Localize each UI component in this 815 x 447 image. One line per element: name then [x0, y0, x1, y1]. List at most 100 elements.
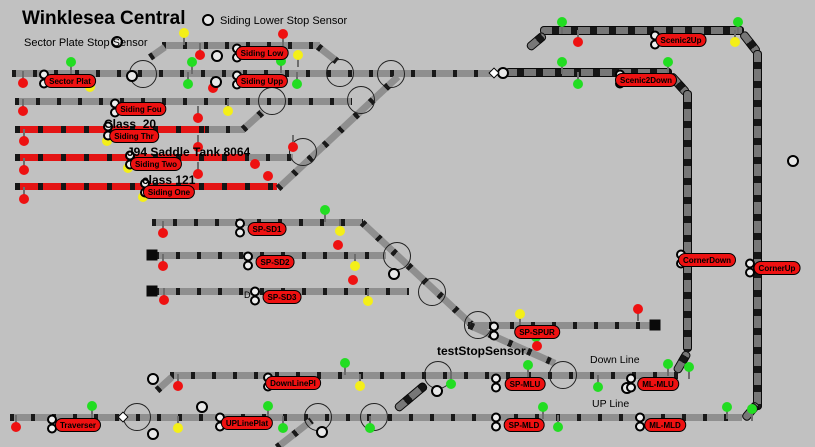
signal-yellow[interactable] [223, 106, 233, 116]
signal-red[interactable] [193, 113, 203, 123]
signal-red[interactable] [250, 159, 260, 169]
stop-sensor-icon[interactable] [211, 50, 223, 62]
signal-red[interactable] [633, 304, 643, 314]
signal-green[interactable] [747, 404, 757, 414]
track-segment-scenic2up[interactable] [540, 25, 744, 35]
signal-red[interactable] [532, 341, 542, 351]
signal-green[interactable] [523, 360, 533, 370]
uncoupler-icon[interactable] [626, 373, 636, 393]
uncoupler-icon[interactable] [491, 412, 501, 432]
signal-green[interactable] [593, 382, 603, 392]
signal-green[interactable] [365, 423, 375, 433]
turnout-circle[interactable] [377, 60, 405, 88]
block-label-siding-one[interactable]: Siding One [142, 185, 196, 199]
signal-red[interactable] [288, 142, 298, 152]
signal-yellow[interactable] [350, 261, 360, 271]
track-segment-scenic2down[interactable] [505, 67, 672, 77]
signal-green[interactable] [557, 17, 567, 27]
block-label-sp-mld[interactable]: SP-MLD [503, 418, 545, 432]
signal-yellow[interactable] [293, 50, 303, 60]
stop-sensor-icon[interactable] [316, 426, 328, 438]
stop-sensor-icon[interactable] [147, 373, 159, 385]
signal-red[interactable] [19, 136, 29, 146]
signal-red[interactable] [208, 83, 218, 93]
track-segment-corner-up-vertical[interactable] [752, 50, 762, 410]
uncoupler-icon[interactable] [243, 251, 253, 271]
track-segment-sp-sd1-diagonal[interactable] [359, 219, 476, 329]
signal-red[interactable] [348, 275, 358, 285]
block-label-sp-sd1[interactable]: SP-SD1 [247, 222, 287, 236]
signal-yellow[interactable] [173, 423, 183, 433]
stop-sensor-icon[interactable] [388, 268, 400, 280]
block-label-siding-upp[interactable]: Siding Upp [235, 74, 289, 88]
turnout-circle[interactable] [326, 59, 354, 87]
block-label-scenic2up[interactable]: Scenic2Up [655, 33, 707, 47]
block-label-uplineplat[interactable]: UPLinePlat [220, 416, 274, 430]
signal-yellow[interactable] [363, 296, 373, 306]
signal-red[interactable] [19, 165, 29, 175]
uncoupler-icon[interactable] [491, 373, 501, 393]
block-label-ml-mlu[interactable]: ML-MLU [637, 377, 679, 391]
signal-green[interactable] [538, 402, 548, 412]
stop-sensor-icon[interactable] [126, 70, 138, 82]
stop-sensor-icon[interactable] [111, 36, 123, 48]
signal-red[interactable] [18, 106, 28, 116]
track-segment-sidings-diagonal[interactable] [275, 73, 401, 191]
stop-sensor-icon[interactable] [196, 401, 208, 413]
signal-green[interactable] [446, 379, 456, 389]
track-segment-siding-three-curve[interactable] [240, 109, 265, 132]
stop-sensor-icon[interactable] [147, 428, 159, 440]
signal-green[interactable] [553, 422, 563, 432]
uncoupler-icon[interactable] [235, 218, 245, 238]
turnout-circle[interactable] [347, 86, 375, 114]
block-label-cornerup[interactable]: CornerUp [753, 261, 801, 275]
signal-yellow[interactable] [179, 28, 189, 38]
signal-green[interactable] [663, 57, 673, 67]
track-segment-scenic2up-left-curve[interactable] [525, 30, 548, 52]
signal-red[interactable] [19, 194, 29, 204]
turnout-circle[interactable] [289, 138, 317, 166]
track-segment-siding-three-ext[interactable] [205, 125, 245, 133]
signal-green[interactable] [340, 358, 350, 368]
signal-green[interactable] [187, 57, 197, 67]
signal-yellow[interactable] [515, 309, 525, 319]
signal-green[interactable] [733, 17, 743, 27]
signal-green[interactable] [87, 401, 97, 411]
uncoupler-icon[interactable] [635, 412, 645, 432]
signal-red[interactable] [173, 381, 183, 391]
signal-yellow[interactable] [730, 37, 740, 47]
track-segment-crossover-stub[interactable] [393, 380, 429, 413]
signal-red[interactable] [159, 295, 169, 305]
block-label-siding-low[interactable]: Siding Low [235, 46, 289, 60]
signal-green[interactable] [278, 423, 288, 433]
signal-red[interactable] [263, 171, 273, 181]
signal-red[interactable] [193, 142, 203, 152]
signal-green[interactable] [722, 402, 732, 412]
signal-green[interactable] [276, 56, 286, 66]
block-label-traverser[interactable]: Traverser [54, 418, 102, 432]
block-label-scenic2down[interactable]: Scenic2Down [614, 73, 678, 87]
signal-red[interactable] [278, 29, 288, 39]
block-label-sp-mlu[interactable]: SP-MLU [504, 377, 546, 391]
signal-green[interactable] [573, 79, 583, 89]
signal-green[interactable] [320, 205, 330, 215]
uncoupler-icon[interactable] [250, 286, 260, 306]
signal-red[interactable] [158, 228, 168, 238]
signal-red[interactable] [158, 261, 168, 271]
turnout-circle[interactable] [549, 361, 577, 389]
signal-green[interactable] [663, 359, 673, 369]
turnout-circle[interactable] [258, 87, 286, 115]
signal-green[interactable] [292, 79, 302, 89]
signal-green[interactable] [183, 79, 193, 89]
block-label-cornerdown[interactable]: CornerDown [678, 253, 736, 267]
signal-yellow[interactable] [355, 381, 365, 391]
turnout-circle[interactable] [464, 311, 492, 339]
signal-red[interactable] [18, 78, 28, 88]
block-label-ml-mld[interactable]: ML-MLD [644, 418, 686, 432]
stop-sensor-icon[interactable] [210, 76, 222, 88]
track-segment-sp-spur[interactable] [468, 321, 654, 329]
block-label-sector-plat[interactable]: Sector Plat [44, 74, 96, 88]
block-label-sp-sd2[interactable]: SP-SD2 [255, 255, 295, 269]
signal-green[interactable] [684, 362, 694, 372]
signal-green[interactable] [66, 57, 76, 67]
